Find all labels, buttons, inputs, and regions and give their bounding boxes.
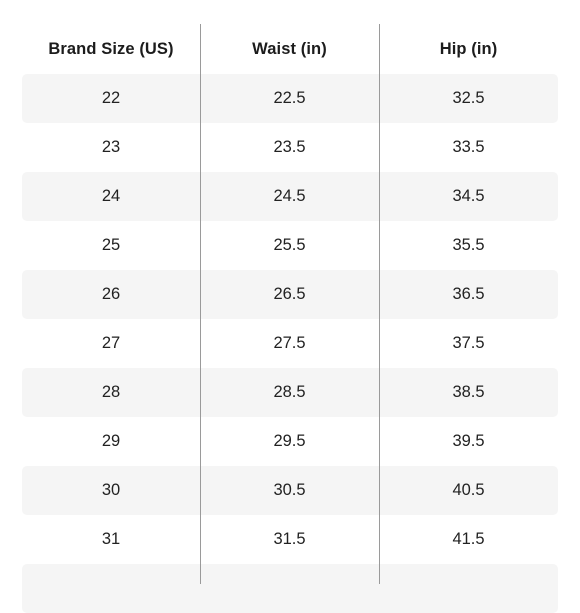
waist-cell: 24.5 <box>273 187 306 205</box>
brand-size-cell: 23 <box>101 138 121 156</box>
hip-cell: 34.5 <box>452 187 485 205</box>
column-header-brand-size: Brand Size (US) <box>48 39 174 58</box>
table-body: 22 22.5 32.5 23 23.5 33.5 24 24.5 34.5 2… <box>22 74 558 613</box>
brand-size-cell: 22 <box>101 89 121 107</box>
column-divider <box>379 24 380 584</box>
brand-size-cell: 30 <box>101 481 121 499</box>
hip-cell: 35.5 <box>452 236 485 254</box>
waist-cell: 26.5 <box>273 285 306 303</box>
brand-size-cell: 29 <box>101 432 121 450</box>
table-row: 22 22.5 32.5 <box>22 74 558 123</box>
table-row: 29 29.5 39.5 <box>22 417 558 466</box>
table-row <box>22 564 558 613</box>
hip-cell: 40.5 <box>452 481 485 499</box>
waist-cell: 31.5 <box>273 530 306 548</box>
brand-size-cell: 26 <box>101 285 121 303</box>
column-header-hip: Hip (in) <box>439 39 498 58</box>
column-header-waist: Waist (in) <box>252 39 327 58</box>
table-row: 28 28.5 38.5 <box>22 368 558 417</box>
brand-size-cell: 24 <box>101 187 121 205</box>
waist-cell: 27.5 <box>273 334 306 352</box>
hip-cell: 33.5 <box>452 138 485 156</box>
waist-cell: 25.5 <box>273 236 306 254</box>
table-row: 31 31.5 41.5 <box>22 515 558 564</box>
table-row: 25 25.5 35.5 <box>22 221 558 270</box>
brand-size-cell: 27 <box>101 334 121 352</box>
waist-cell: 28.5 <box>273 383 306 401</box>
brand-size-cell: 25 <box>101 236 121 254</box>
table-row: 27 27.5 37.5 <box>22 319 558 368</box>
hip-cell: 36.5 <box>452 285 485 303</box>
hip-cell: 41.5 <box>452 530 485 548</box>
waist-cell: 29.5 <box>273 432 306 450</box>
waist-cell: 30.5 <box>273 481 306 499</box>
hip-cell: 37.5 <box>452 334 485 352</box>
brand-size-cell: 28 <box>101 383 121 401</box>
size-chart-table: Brand Size (US) Waist (in) Hip (in) 22 2… <box>22 24 558 613</box>
hip-cell: 39.5 <box>452 432 485 450</box>
hip-cell: 38.5 <box>452 383 485 401</box>
table-row: 24 24.5 34.5 <box>22 172 558 221</box>
table-row: 30 30.5 40.5 <box>22 466 558 515</box>
table-row: 26 26.5 36.5 <box>22 270 558 319</box>
hip-cell: 32.5 <box>452 89 485 107</box>
column-divider <box>200 24 201 584</box>
waist-cell: 22.5 <box>273 89 306 107</box>
brand-size-cell: 31 <box>101 530 121 548</box>
table-row: 23 23.5 33.5 <box>22 123 558 172</box>
waist-cell: 23.5 <box>273 138 306 156</box>
table-header-row: Brand Size (US) Waist (in) Hip (in) <box>22 24 558 74</box>
